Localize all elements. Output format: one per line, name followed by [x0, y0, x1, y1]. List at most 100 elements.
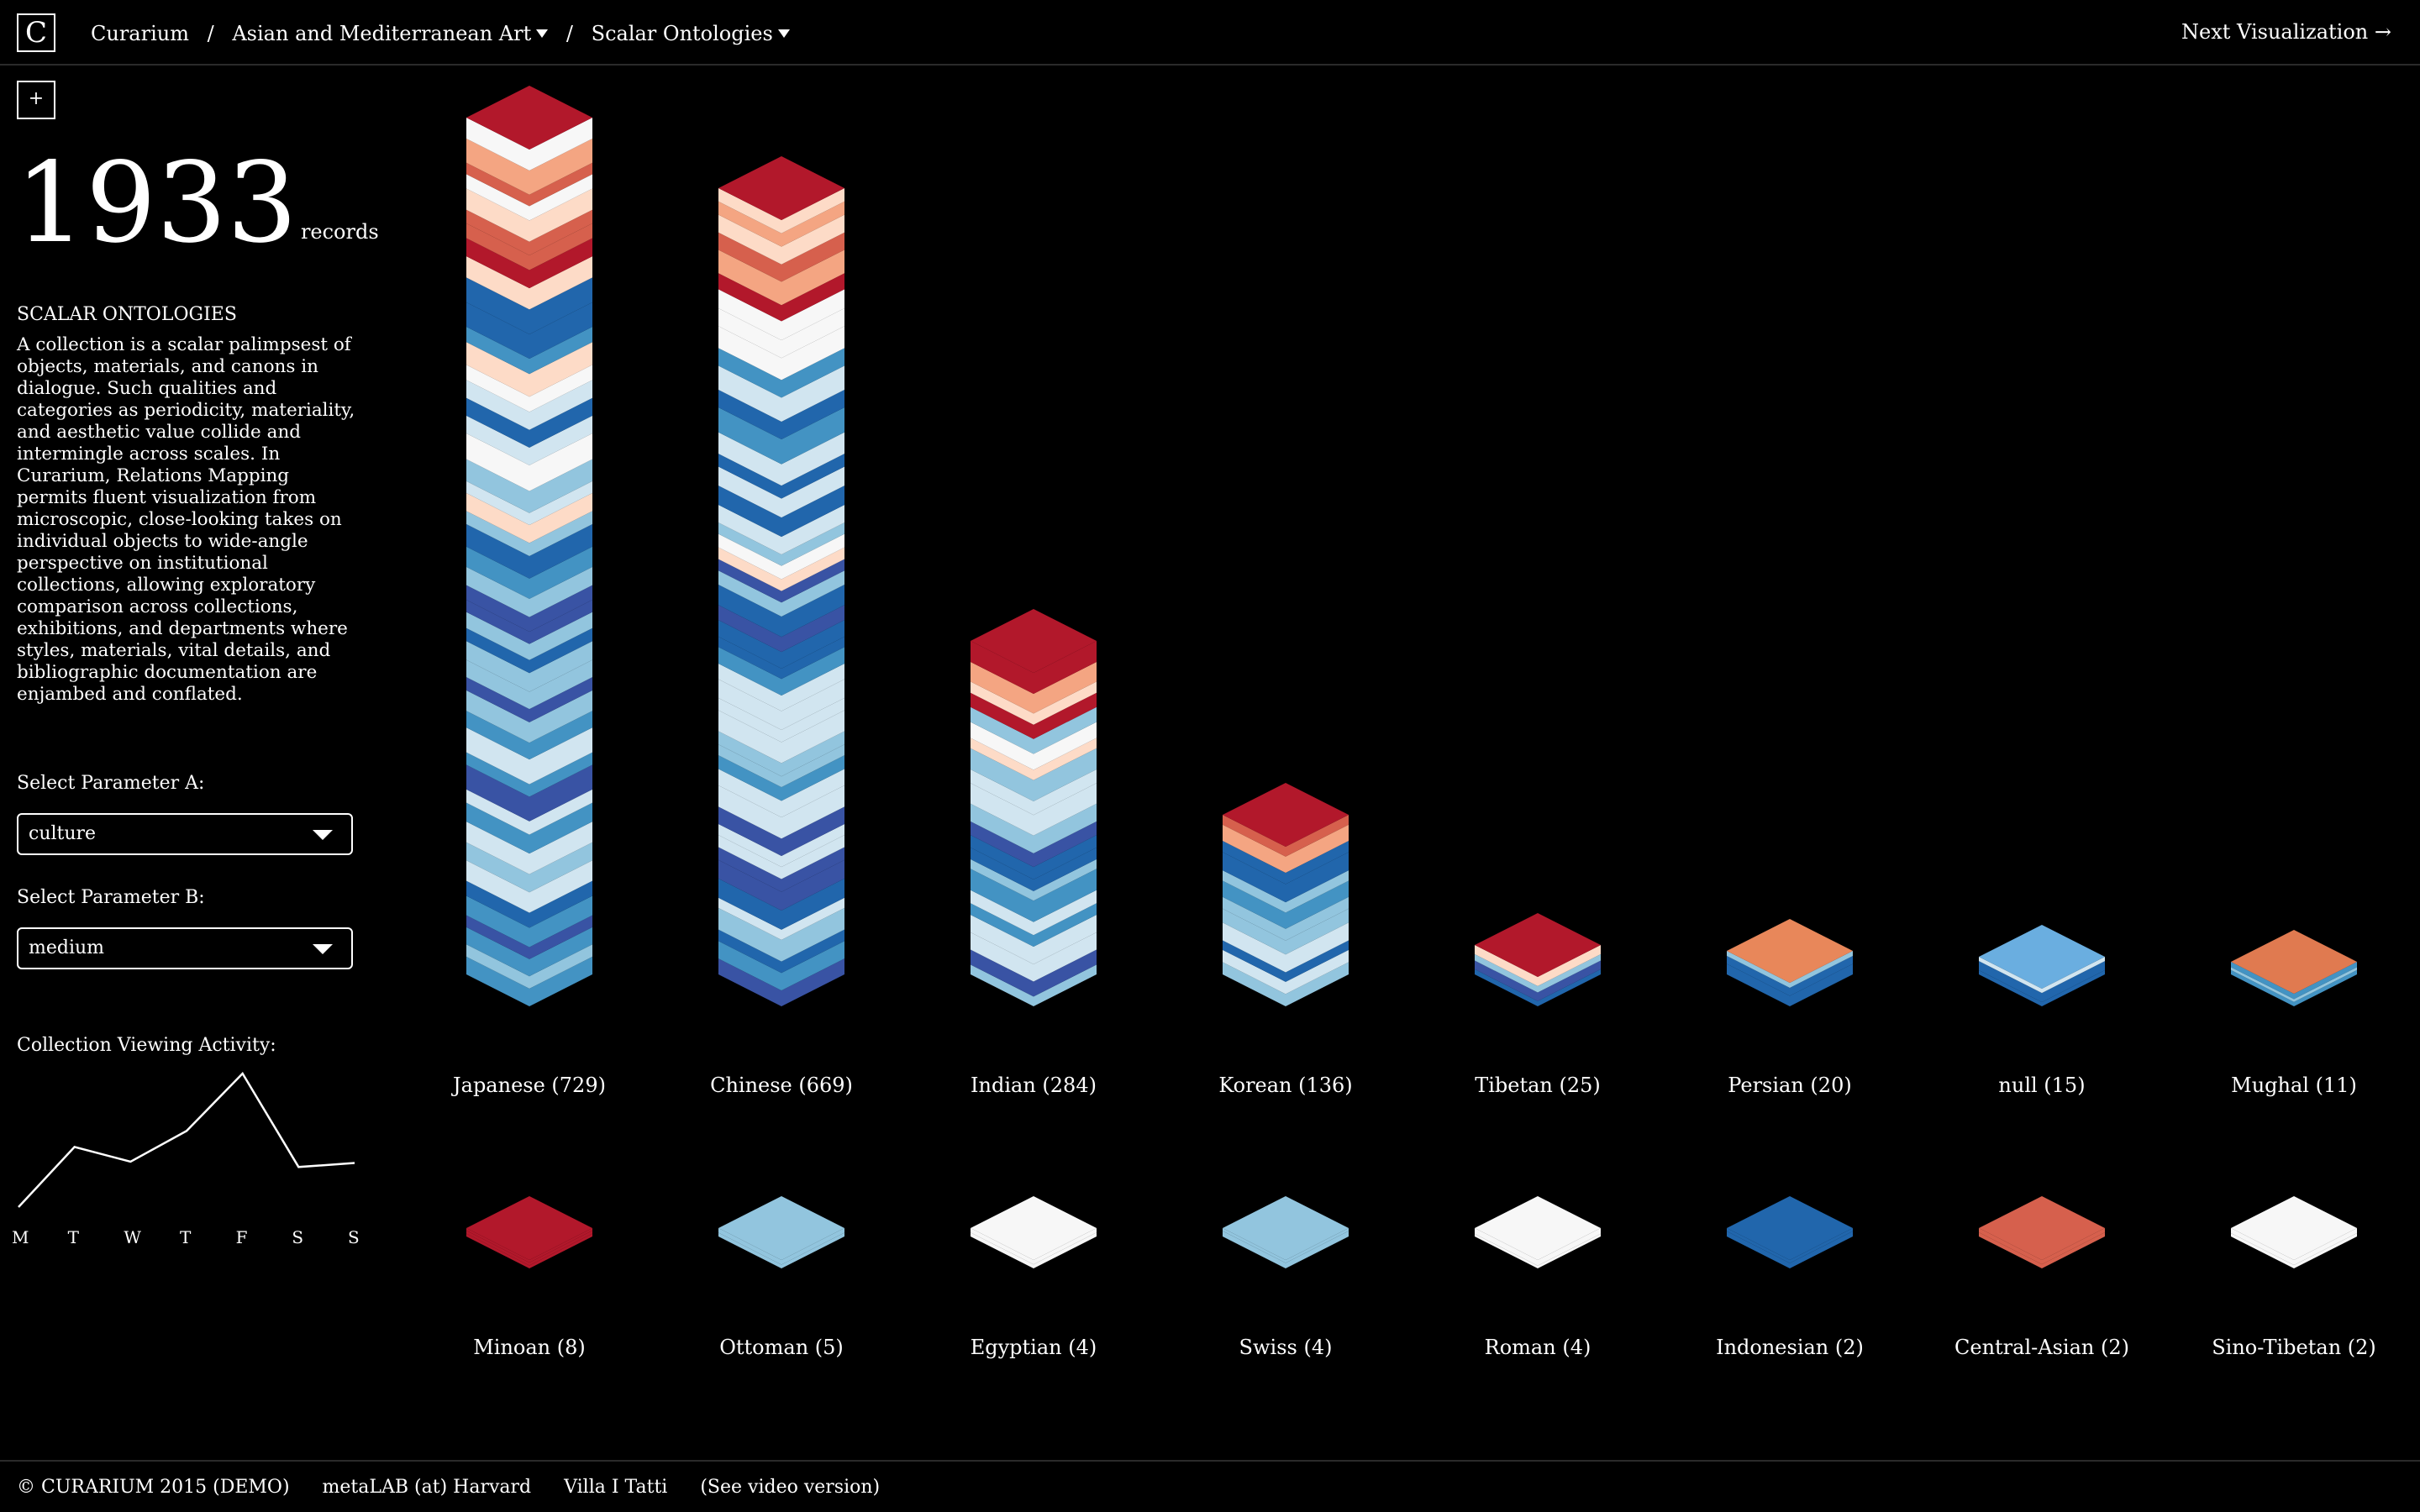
activity-title: Collection Viewing Activity:	[17, 1035, 276, 1056]
column-stripe	[718, 878, 844, 930]
breadcrumb-separator: /	[566, 21, 573, 45]
curarium-logo[interactable]: C	[17, 13, 55, 52]
column-stripe	[466, 223, 592, 270]
column-stripe	[1223, 908, 1349, 955]
category-label[interactable]: Egyptian (4)	[970, 1336, 1097, 1359]
column-stripe	[971, 821, 1097, 868]
column-stripe	[718, 647, 844, 696]
category-label[interactable]: Sino-Tibetan (2)	[2212, 1336, 2376, 1359]
category-label[interactable]: Chinese (669)	[710, 1074, 853, 1097]
column-chinese[interactable]	[718, 156, 844, 1006]
column-stripe	[466, 433, 592, 491]
column-central-asian[interactable]	[1979, 1196, 2105, 1268]
param-a-select[interactable]: culture	[17, 813, 353, 855]
category-label[interactable]: Mughal (11)	[2231, 1074, 2357, 1097]
column-stripe	[466, 238, 592, 289]
column-stripe	[718, 823, 844, 868]
column-swiss[interactable]	[1223, 1196, 1349, 1268]
breadcrumb-collection[interactable]: Asian and Mediterranean Art	[232, 19, 549, 48]
column-mughal[interactable]	[2231, 930, 2357, 1006]
category-label[interactable]: Korean (136)	[1218, 1074, 1353, 1097]
column-stripe	[466, 727, 592, 785]
record-count-number: 1933	[15, 139, 297, 268]
column-stripe	[971, 869, 1097, 922]
column-null[interactable]	[1979, 925, 2105, 1006]
activity-day-label: S	[348, 1227, 360, 1247]
column-stripe	[466, 380, 592, 430]
activity-day-label: F	[235, 1227, 248, 1247]
dropdown-arrow-icon	[313, 830, 333, 840]
column-stripe	[718, 559, 844, 603]
column-roman[interactable]	[1475, 1196, 1601, 1268]
column-egyptian[interactable]	[971, 1196, 1097, 1268]
column-stripe	[466, 600, 592, 644]
footer-video-link[interactable]: (See video version)	[700, 1477, 881, 1498]
column-stripe	[466, 397, 592, 448]
column-top	[1475, 1196, 1601, 1260]
column-stripe	[1475, 945, 1601, 986]
expand-button[interactable]: +	[17, 81, 55, 119]
category-label[interactable]: null (15)	[1998, 1074, 2086, 1097]
dropdown-arrow-icon	[313, 944, 333, 954]
column-stripe	[466, 546, 592, 599]
column-stripe	[466, 188, 592, 242]
footer-metalab-link[interactable]: metaLAB (at) Harvard	[322, 1477, 532, 1498]
column-stripe	[718, 605, 844, 653]
column-stripe	[971, 890, 1097, 936]
column-stripe	[718, 835, 844, 879]
column-stripe	[718, 929, 844, 974]
column-indian[interactable]	[971, 609, 1097, 1006]
category-label[interactable]: Swiss (4)	[1239, 1336, 1333, 1359]
column-stripe	[718, 365, 844, 422]
category-label[interactable]: Japanese (729)	[453, 1074, 606, 1097]
column-stripe	[466, 764, 592, 822]
column-stripe	[466, 342, 592, 397]
column-persian[interactable]	[1727, 919, 1853, 1006]
column-stripe	[718, 620, 844, 669]
column-stripe	[718, 389, 844, 439]
culture-medium-chart	[466, 86, 2357, 1268]
category-label[interactable]: Minoan (8)	[473, 1336, 586, 1359]
column-stripe	[466, 162, 592, 207]
category-label[interactable]: Central-Asian (2)	[1954, 1336, 2129, 1359]
column-stripe	[718, 897, 844, 940]
next-visualization-link[interactable]: Next Visualization →	[2181, 20, 2391, 44]
column-japanese[interactable]	[466, 86, 592, 1006]
column-top	[1979, 1196, 2105, 1260]
breadcrumb-visualization[interactable]: Scalar Ontologies	[592, 19, 790, 48]
column-stripe	[718, 570, 844, 617]
category-label[interactable]: Persian (20)	[1728, 1074, 1852, 1097]
category-label[interactable]: Ottoman (5)	[719, 1336, 844, 1359]
column-stripe	[1727, 955, 1853, 996]
column-top	[718, 1196, 844, 1260]
column-stripe	[466, 641, 592, 692]
column-stripe	[466, 209, 592, 255]
breadcrumb-curarium[interactable]: Curarium	[91, 21, 189, 45]
category-label[interactable]: Indian (284)	[971, 1074, 1097, 1097]
category-label[interactable]: Tibetan (25)	[1475, 1074, 1601, 1097]
column-stripe	[971, 858, 1097, 901]
column-stripe	[718, 486, 844, 538]
column-top	[2231, 1196, 2357, 1260]
column-stripe	[718, 585, 844, 638]
column-stripe	[466, 860, 592, 913]
param-b-select[interactable]: medium	[17, 927, 353, 969]
column-stripe	[466, 789, 592, 835]
column-top	[971, 609, 1097, 673]
activity-day-label: T	[67, 1227, 79, 1247]
column-stripe	[718, 941, 844, 991]
column-stripe	[466, 915, 592, 959]
column-indonesian[interactable]	[1727, 1196, 1853, 1268]
column-stripe	[718, 533, 844, 580]
category-label[interactable]: Indonesian (2)	[1716, 1336, 1864, 1359]
column-stripe	[1223, 962, 1349, 1006]
column-minoan[interactable]	[466, 1196, 592, 1268]
category-label[interactable]: Roman (4)	[1484, 1336, 1591, 1359]
column-korean[interactable]	[1223, 783, 1349, 1006]
column-ottoman[interactable]	[718, 1196, 844, 1268]
column-stripe	[466, 139, 592, 195]
footer-villa-link[interactable]: Villa I Tatti	[564, 1477, 668, 1498]
column-tibetan[interactable]	[1475, 913, 1601, 1006]
column-sino-tibetan[interactable]	[2231, 1196, 2357, 1268]
column-top	[466, 1196, 592, 1260]
